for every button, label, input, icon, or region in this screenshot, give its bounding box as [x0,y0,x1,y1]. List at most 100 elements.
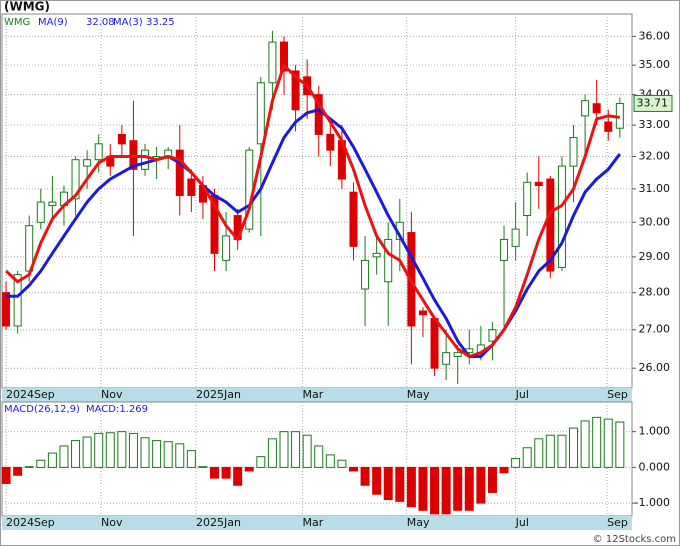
macd-bar [36,459,46,468]
macd-bar [233,466,243,486]
candle-body [117,133,126,145]
macd-bar [59,445,69,468]
macd-bar [1,466,11,484]
macd-bar [13,466,23,476]
candle-body [604,121,613,132]
x-tick-label: 2024Sep [6,516,55,529]
macd-bar [372,466,382,495]
x-tick-label: Nov [101,516,123,529]
candle-body [256,82,265,145]
candle-body [13,274,22,327]
macd-bar [395,466,405,502]
macd-bar [105,432,115,468]
macd-bar [476,466,486,504]
ma-line [5,63,621,359]
candle-body [592,103,601,114]
y-tick-label: 30.00 [639,215,671,228]
macd-bar [152,440,162,468]
y-tick-label: 29.00 [639,250,671,263]
candle-body [418,310,427,316]
candle-body [326,133,335,151]
candle-body [314,94,323,135]
y-tick-label: 31.00 [639,182,671,195]
y-tick-label: 0.000 [639,460,671,473]
candle-body [546,178,555,272]
candle-body [453,352,462,358]
candle-body [2,292,11,327]
x-axis-strip [2,516,632,530]
macd-bar [210,466,220,479]
macd-bar [325,454,335,468]
y-tick-label: -1.000 [635,496,670,509]
x-tick-label: 2025Jan [196,388,241,401]
legend-label: MA(9) [38,17,68,28]
x-tick-label: Nov [101,388,123,401]
macd-bar [545,434,555,468]
candle-body [500,238,509,261]
macd-bar [441,466,451,515]
candle-body [430,317,439,369]
macd-bar [511,457,521,468]
ticker: WMG [4,17,30,28]
candle-body [48,201,57,206]
candle-body [279,41,288,72]
candle-body [222,235,231,261]
y-tick-label: 1.000 [639,425,671,438]
macd-bar [615,421,625,468]
macd-bar [592,416,602,468]
candle-body [511,228,520,247]
candle-body [83,159,92,167]
macd-bar [418,466,428,511]
macd-bar [557,434,567,468]
y-tick-label: 27.00 [639,323,671,336]
candle-body [187,178,196,196]
x-tick-label: Sep [607,516,628,529]
legend-value: 32.08 [86,17,115,28]
y-tick-label: 32.00 [639,149,671,162]
candle-body [534,181,543,187]
macd-bar [603,418,613,468]
macd-bar [82,436,92,468]
macd-bar [522,447,532,468]
y-tick-label: 28.00 [639,286,671,299]
macd-bar [569,427,579,468]
legend-value: 33.25 [146,17,175,28]
candle-body [175,149,184,196]
macd-bar [140,437,150,468]
x-tick-label: May [407,516,430,529]
macd-bar [430,466,440,515]
x-tick-label: 2024Sep [6,388,55,401]
macd-bar [499,466,509,474]
macd-bar [534,438,544,468]
macd-bar [186,450,196,468]
macd-bar [94,432,104,468]
candle-body [557,165,566,268]
ma-line [6,108,622,359]
footer: © 12Stocks.com [593,534,676,545]
macd-bar [175,443,185,468]
candle-body [36,201,45,223]
macd-bar [256,456,266,468]
macd-bar [464,466,474,511]
x-axis-strip [2,388,632,402]
x-tick-label: May [407,388,430,401]
macd-bar [337,459,347,468]
x-tick-label: Sep [607,388,628,401]
macd-bar [302,434,312,468]
candle-body [291,70,300,111]
y-tick-label: 26.00 [639,361,671,374]
macd-bar [453,466,463,511]
macd-bar [279,431,289,468]
macd-bar [47,452,57,468]
macd-bar [24,466,34,468]
x-tick-label: Jul [515,388,529,401]
candle-body [349,191,358,247]
macd-bar [360,466,370,486]
candle-body [384,238,393,283]
last-price-label: 33.71 [637,96,669,109]
candle-body [569,137,578,167]
y-tick-label: 35.00 [639,58,671,71]
macd-bar [117,431,127,468]
candle-body [488,329,497,342]
